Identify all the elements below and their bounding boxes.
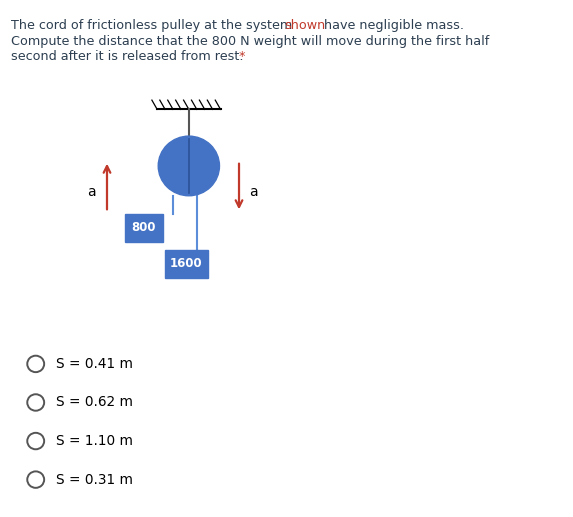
- Text: a: a: [249, 185, 258, 199]
- Circle shape: [158, 136, 219, 196]
- Text: *: *: [239, 50, 245, 63]
- Text: The cord of frictionless pulley at the system: The cord of frictionless pulley at the s…: [11, 19, 296, 33]
- Bar: [164, 250, 208, 278]
- Text: Compute the distance that the 800 N weight will move during the first half: Compute the distance that the 800 N weig…: [11, 35, 489, 48]
- Text: second after it is released from rest.: second after it is released from rest.: [11, 50, 248, 63]
- Text: 1600: 1600: [170, 257, 202, 270]
- Text: shown: shown: [284, 19, 325, 33]
- Bar: [125, 214, 163, 242]
- Text: S = 0.62 m: S = 0.62 m: [56, 396, 133, 409]
- Text: have negligible mass.: have negligible mass.: [320, 19, 464, 33]
- Text: 800: 800: [132, 221, 156, 234]
- Text: a: a: [87, 185, 96, 199]
- Text: S = 1.10 m: S = 1.10 m: [56, 434, 133, 448]
- Text: S = 0.41 m: S = 0.41 m: [56, 357, 133, 371]
- Text: S = 0.31 m: S = 0.31 m: [56, 473, 133, 486]
